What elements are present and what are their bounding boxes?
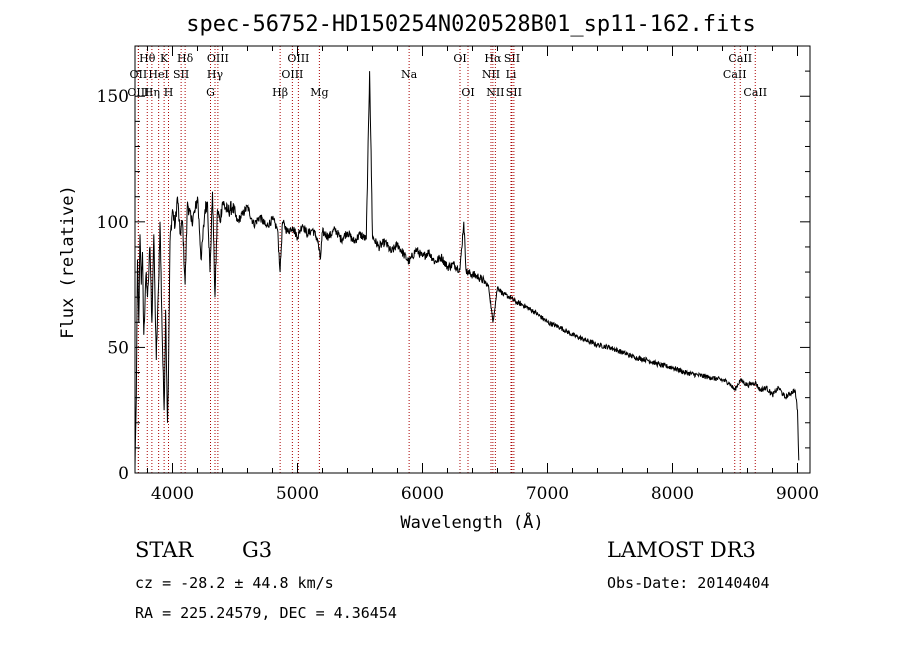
line-id-label: SII xyxy=(173,68,189,81)
line-id-label: OIII xyxy=(281,68,303,81)
y-tick-label: 150 xyxy=(97,87,129,107)
line-id-label: Hβ xyxy=(272,86,288,99)
line-id-label: Hδ xyxy=(177,52,194,65)
x-axis-label: Wavelength (Å) xyxy=(400,511,543,533)
line-id-label: G xyxy=(206,86,215,99)
line-id-label: OI xyxy=(453,52,466,65)
line-id-label: NII xyxy=(482,68,500,81)
survey-name: LAMOST DR3 xyxy=(607,538,756,562)
y-axis-label: Flux (relative) xyxy=(58,185,78,339)
spectrum-line xyxy=(134,71,800,469)
x-tick-label: 8000 xyxy=(651,484,694,504)
line-id-label: OIII xyxy=(207,52,229,65)
line-id-label: CaII xyxy=(723,68,747,81)
line-id-label: CaII xyxy=(743,86,767,99)
object-class: STAR xyxy=(135,538,194,562)
x-tick-label: 4000 xyxy=(151,484,194,504)
line-id-label: Hγ xyxy=(207,68,224,81)
line-id-label: HeI xyxy=(148,68,168,81)
line-id-label: Mg xyxy=(310,86,328,99)
line-id-label: Na xyxy=(401,68,418,81)
line-id-label: Hα xyxy=(484,52,502,65)
plot-frame xyxy=(134,45,811,474)
line-id-label: Li xyxy=(506,68,517,81)
coordinates: RA = 225.24579, DEC = 4.36454 xyxy=(135,604,397,622)
y-tick-label: 50 xyxy=(107,338,129,358)
line-id-label: CaII xyxy=(728,52,752,65)
line-id-label: SII xyxy=(504,52,520,65)
y-tick-label: 100 xyxy=(97,213,129,233)
line-id-label: OIII xyxy=(287,52,309,65)
observation-date: Obs-Date: 20140404 xyxy=(607,574,770,592)
line-id-label: NII xyxy=(486,86,504,99)
x-tick-label: 6000 xyxy=(401,484,444,504)
line-id-label: Hθ xyxy=(139,52,156,65)
line-id-label: OI xyxy=(461,86,474,99)
redshift-velocity: cz = -28.2 ± 44.8 km/s xyxy=(135,574,334,592)
y-tick-label: 0 xyxy=(118,464,129,484)
x-tick-label: 9000 xyxy=(776,484,819,504)
line-id-label: H xyxy=(164,86,174,99)
x-tick-label: 5000 xyxy=(276,484,319,504)
line-id-label: Hη xyxy=(144,86,160,99)
chart-title: spec-56752-HD150254N020528B01_sp11-162.f… xyxy=(186,12,756,37)
object-subclass: G3 xyxy=(242,538,273,562)
axis-ticks: 4000 5000 6000 7000 8000 9000 0 50 100 150 xyxy=(97,45,819,504)
x-tick-label: 7000 xyxy=(526,484,569,504)
line-id-label: K xyxy=(160,52,169,65)
line-id-label: SII xyxy=(506,86,522,99)
line-id-label: OII xyxy=(130,68,148,81)
